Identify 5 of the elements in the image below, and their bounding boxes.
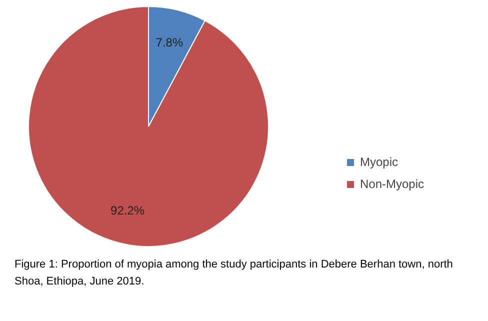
legend-label: Myopic [360, 155, 398, 169]
data-label: 7.8% [156, 36, 184, 50]
caption: Figure 1: Proportion of myopia among the study participants in Debere Berhan town, north Shoa, Ethiopa, June 2019. [14, 258, 453, 288]
legend-label: Non-Myopic [360, 177, 424, 191]
data-label: 92.2% [110, 203, 145, 218]
